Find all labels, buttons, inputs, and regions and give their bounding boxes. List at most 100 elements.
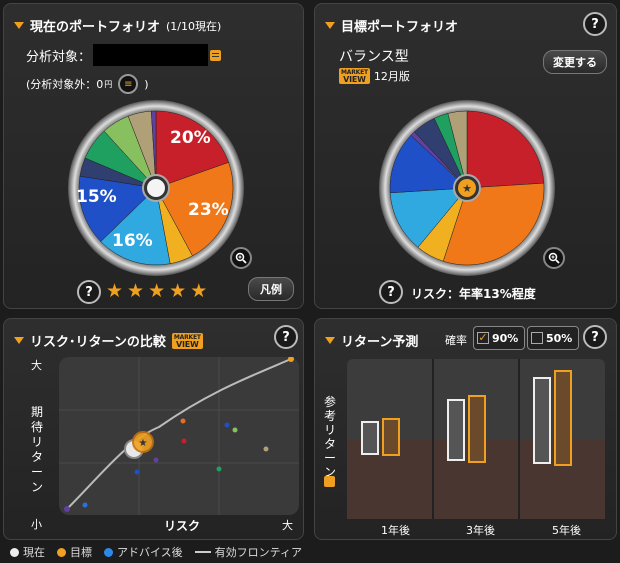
zoom-in-icon[interactable] (230, 247, 252, 269)
prob-90-toggle[interactable]: ✓ 90% (473, 326, 525, 350)
legend-after: アドバイス後 (104, 544, 183, 560)
pie-slice (389, 134, 468, 194)
svg-text:★: ★ (462, 182, 472, 195)
current-bar (533, 377, 551, 464)
x-axis-high: 大 (282, 519, 293, 532)
asset-dot (224, 422, 230, 428)
target-marker (132, 431, 154, 453)
chart-legend: 現在 目標 アドバイス後 有効フロンティア (0, 540, 620, 563)
prob-50-toggle[interactable]: 50% (527, 326, 579, 350)
collapse-triangle-icon[interactable] (325, 337, 335, 344)
return-forecast-title: リターン予測 (341, 335, 419, 350)
collapse-triangle-icon[interactable] (325, 22, 335, 29)
analysis-target-row: 分析対象： (26, 44, 222, 66)
probability-label: 確率 (445, 334, 467, 347)
pct-label-3: 16% (112, 231, 153, 251)
y-axis-label: 参考リターン (324, 395, 337, 479)
risk-return-title: リスク･リターンの比較 (30, 335, 166, 350)
excluded-close: ) (144, 77, 149, 91)
memo-icon[interactable] (324, 476, 335, 487)
target-bar (468, 395, 486, 463)
current-portfolio-title: 現在のポートフォリオ (30, 20, 161, 35)
pie-slice (447, 110, 468, 189)
star-icon: ★ (169, 280, 187, 302)
excluded-unit: 円 (104, 79, 113, 89)
help-button[interactable]: ? (583, 325, 607, 349)
help-button[interactable]: ? (379, 280, 403, 304)
asset-dot (180, 418, 186, 424)
asset-dot (216, 466, 222, 472)
risk-text: リスク：年率13%程度 (411, 287, 536, 301)
target-bar (382, 418, 400, 456)
legend-button[interactable]: 凡例 (248, 277, 294, 301)
legend-target: 目標 (57, 544, 92, 560)
asset-dot (153, 457, 159, 463)
portfolio-type: バランス型 (339, 49, 409, 65)
risk-return-panel: リスク･リターンの比較 MARKET VIEW ? 大 期待リターン 小 リスク … (3, 318, 304, 540)
market-view-logo: MARKET VIEW (339, 68, 370, 84)
star-icon: ★ (127, 280, 145, 302)
advice-dot (82, 502, 88, 508)
return-forecast-chart (347, 359, 605, 519)
risk-return-header: リスク･リターンの比較 MARKET VIEW (14, 331, 203, 350)
target-pie-chart: ★ (379, 100, 555, 276)
svg-text:★: ★ (139, 438, 148, 449)
target-portfolio-panel: 目標ポートフォリオ ? バランス型 MARKET VIEW 12月版 変更する ★… (314, 3, 617, 309)
target-bar (554, 370, 572, 466)
pie-slice (78, 175, 157, 242)
asset-dot (263, 446, 269, 452)
current-bar (361, 421, 379, 455)
memo-icon[interactable] (210, 49, 222, 61)
checkbox-checked-icon[interactable]: ✓ (477, 331, 489, 344)
pie-slice (100, 187, 171, 266)
pie-slice (150, 110, 157, 189)
edition-row: MARKET VIEW 12月版 (339, 68, 410, 84)
asset-dot (181, 438, 187, 444)
pie-slice (466, 110, 545, 189)
help-button[interactable]: ? (77, 280, 101, 304)
frontier-end-dot (288, 357, 294, 362)
y-axis-high: 大 (31, 359, 42, 372)
pie-slice (442, 182, 545, 266)
collapse-triangle-icon[interactable] (14, 22, 24, 29)
y-axis-low: 小 (31, 518, 42, 531)
current-bar (447, 399, 465, 461)
analysis-target-label: 分析対象： (26, 49, 92, 65)
target-portfolio-header: 目標ポートフォリオ (325, 16, 458, 35)
current-center-knob (147, 179, 165, 197)
period-label: 3年後 (466, 524, 495, 537)
x-axis-label: リスク (164, 519, 201, 533)
pie-slice (155, 162, 234, 257)
zoom-in-icon[interactable] (543, 247, 565, 269)
edition-text: 12月版 (373, 70, 410, 83)
frontier-start-dot (64, 506, 70, 512)
legend-current: 現在 (10, 544, 45, 560)
excluded-row: (分析対象外：0 円 ≡ ) (26, 74, 149, 94)
checkbox-icon[interactable] (531, 332, 543, 344)
excluded-label: (分析対象外：0 (26, 78, 104, 91)
star-icon: ★ (148, 280, 166, 302)
star-icon: ★ (190, 280, 208, 302)
current-portfolio-panel: 現在のポートフォリオ (1/10現在) 分析対象： (分析対象外：0 円 ≡ )… (3, 3, 304, 309)
target-center-knob (458, 179, 476, 197)
target-portfolio-title: 目標ポートフォリオ (341, 20, 459, 35)
period-label: 5年後 (552, 524, 581, 537)
pie-slice (389, 187, 468, 248)
risk-return-chart: ★ (59, 357, 299, 515)
help-button[interactable]: ? (274, 325, 298, 349)
current-portfolio-header: 現在のポートフォリオ (1/10現在) (14, 16, 221, 35)
rating-stars: ★ ★ ★ ★ ★ (106, 280, 207, 302)
asset-dot (134, 469, 140, 475)
market-view-logo: MARKET VIEW (171, 332, 203, 349)
collapse-triangle-icon[interactable] (14, 337, 24, 344)
y-axis-label: 期待リターン (31, 405, 44, 494)
pct-label-4: 15% (76, 187, 117, 207)
help-button[interactable]: ? (583, 12, 607, 36)
star-icon: ★ (106, 280, 124, 302)
efficient-frontier-line (66, 358, 292, 510)
return-forecast-panel: リターン予測 確率 ✓ 90% 50% ? 参考リターン 1年後 3年後 5年後 (314, 318, 617, 540)
list-icon[interactable]: ≡ (118, 74, 139, 94)
change-button[interactable]: 変更する (543, 50, 607, 74)
period-label: 1年後 (381, 524, 410, 537)
asset-dot (232, 427, 238, 433)
